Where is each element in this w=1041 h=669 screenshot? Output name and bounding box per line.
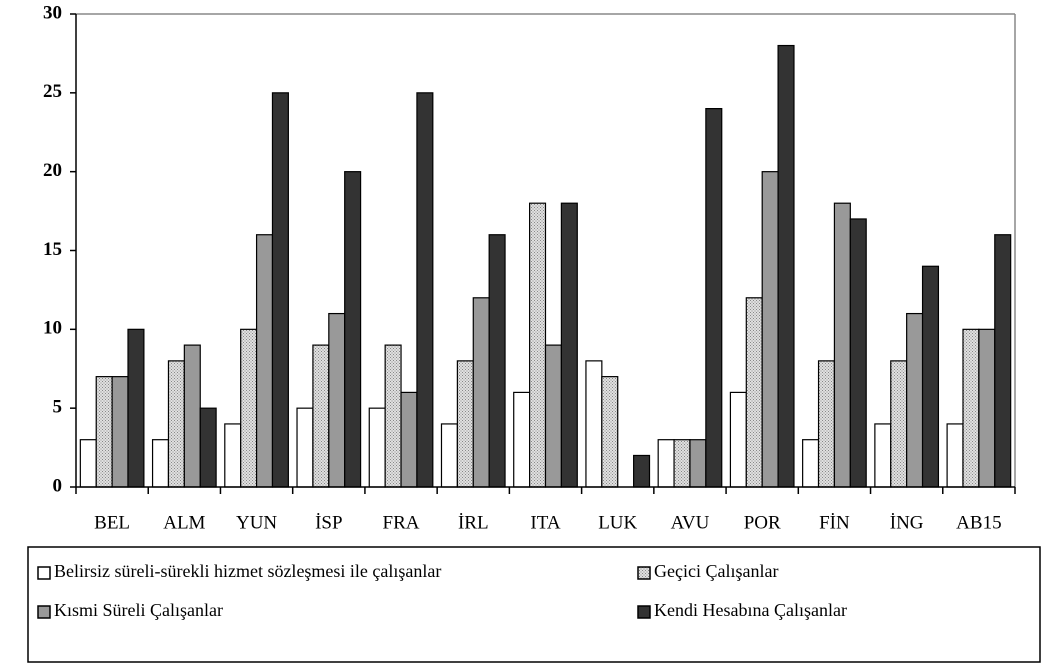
bar [296,407,314,488]
bar [79,439,97,488]
bar [946,423,964,488]
x-tick-label: BEL [94,512,130,533]
x-tick-label: İRL [458,512,489,533]
bar [921,265,940,488]
bar [111,376,129,488]
bar [633,454,651,488]
bar [585,360,603,488]
bar [529,202,547,488]
y-tick-label: 25 [43,81,62,102]
bar [312,344,330,488]
bar [544,344,562,488]
x-tick-label: AB15 [956,512,1001,533]
bar [199,407,217,488]
x-tick-label: YUN [236,512,277,533]
legend-label: Belirsiz süreli-sürekli hizmet sözleşmes… [54,561,441,581]
bar [224,423,242,488]
bar [705,107,723,488]
bar [673,439,691,488]
x-tick-label: ALM [163,512,205,533]
x-tick-label: İNG [890,512,924,533]
y-tick-label: 15 [43,239,62,260]
bar [890,360,908,488]
bar [833,202,851,488]
bar [400,391,418,488]
bar [440,423,458,488]
bar [994,234,1012,488]
bar [167,360,185,488]
y-tick-label: 20 [43,160,62,181]
bar [488,234,506,488]
legend-label: Kendi Hesabına Çalışanlar [654,600,847,620]
bar [255,234,274,488]
bar [745,297,763,488]
x-tick-label: FRA [383,512,420,533]
bar [513,391,531,488]
bar [384,344,402,488]
bar [472,297,490,488]
bar [368,407,386,488]
legend-swatch [37,566,51,580]
legend-swatch [37,605,51,619]
bar [601,376,619,488]
bar [849,218,867,488]
bar [657,439,675,488]
bar [978,328,996,488]
bar [962,328,980,488]
legend-swatch [637,566,651,580]
legend-label: Geçici Çalışanlar [654,561,778,581]
x-tick-label: POR [744,512,781,533]
bar [328,312,346,488]
bar [802,439,820,488]
bar [127,328,145,488]
bar [761,171,779,488]
bar [777,44,795,488]
bar [344,171,362,488]
bar [95,376,113,488]
x-tick-label: LUK [598,512,637,533]
bar [151,439,170,488]
y-tick-label: 30 [43,2,62,23]
bar [240,328,258,488]
legend-label: Kısmi Süreli Çalışanlar [54,600,223,620]
x-tick-label: ITA [530,512,560,533]
y-tick-label: 10 [43,318,62,339]
bar [183,344,201,488]
bar [817,360,836,488]
bar [729,391,747,488]
legend-swatch [637,605,651,619]
bar [416,92,434,488]
y-tick-label: 0 [53,475,63,496]
bar [271,92,289,488]
bar [906,312,924,488]
y-tick-label: 5 [53,397,63,418]
bar [689,439,707,488]
x-tick-label: FİN [819,512,850,533]
legend-box [27,546,1041,663]
bar [456,360,474,488]
x-tick-label: İSP [315,512,342,533]
bar [560,202,578,488]
bar [874,423,892,488]
x-tick-label: AVU [671,512,710,533]
